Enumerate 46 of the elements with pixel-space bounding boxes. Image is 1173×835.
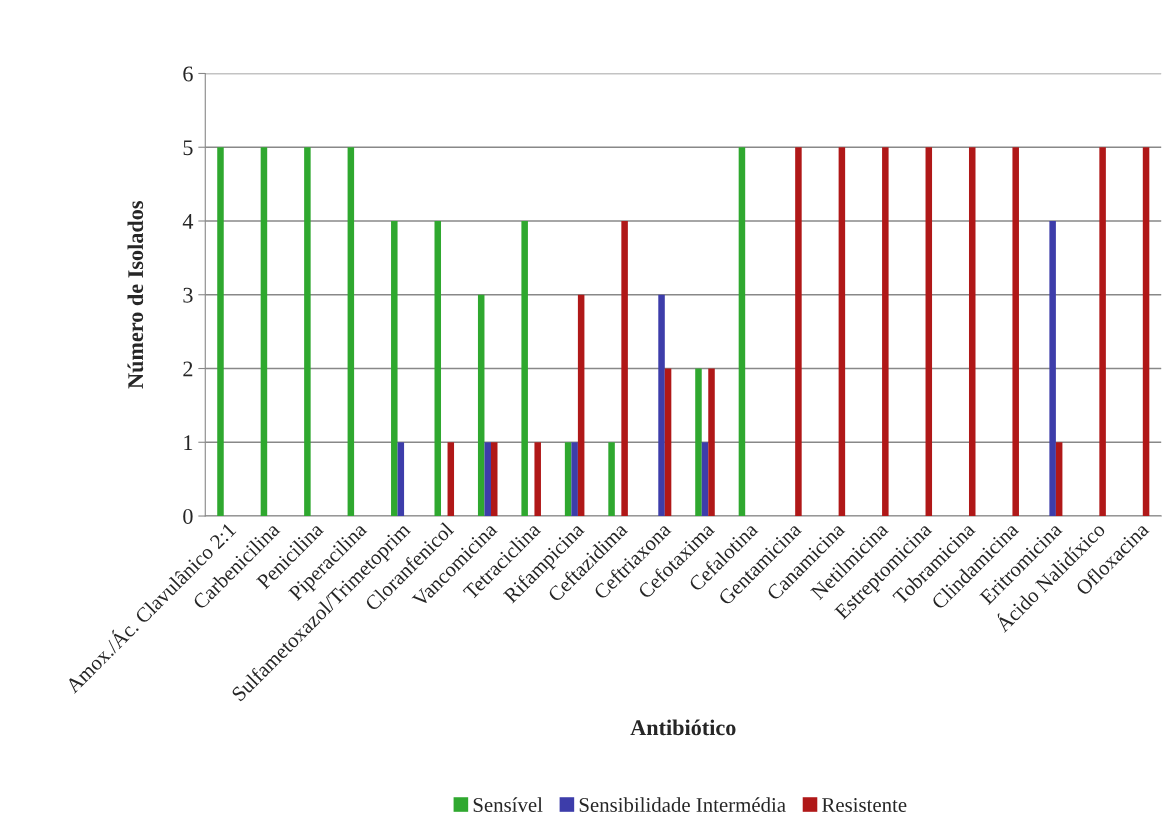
legend-label: Sensível [473,797,543,813]
bar [658,294,665,517]
bar [484,442,491,517]
bar [968,147,976,517]
bar [838,147,846,517]
legend-label: Resistente [822,798,907,813]
bar [260,147,268,517]
x-axis-title: Antibiótico [630,719,736,736]
bar [738,147,746,517]
legend-label: Sensibilidade Intermédia [579,797,786,813]
y-tick-label: 1 [184,435,193,450]
bar [304,147,311,517]
bar [347,147,355,517]
bar [434,221,442,517]
bar [577,294,585,517]
bar [664,368,672,517]
y-tick-label: 0 [183,508,193,524]
bar [397,442,405,517]
y-tick-label: 2 [183,361,193,377]
bar [695,368,702,517]
bar [708,368,715,517]
bar [621,221,628,517]
bar [882,147,889,517]
bar [447,442,455,517]
bar [490,442,498,517]
y-tick-label: 4 [182,214,194,229]
bar [1012,147,1019,517]
y-axis-title: Número de Isolados [127,201,144,389]
y-tick-label: 3 [183,287,193,303]
bar [217,147,224,517]
bar [925,147,933,517]
bar [1099,147,1106,517]
bar [795,147,802,517]
bar [571,442,578,517]
bar [477,294,485,517]
bar [1049,221,1056,517]
bar [391,221,398,517]
bar [1142,147,1150,517]
bar [701,442,709,517]
bar [1055,442,1063,517]
bar [534,442,541,517]
bar [521,221,528,517]
bar [564,442,572,517]
bar [608,442,615,517]
y-tick-label: 5 [183,140,193,156]
y-tick-label: 6 [183,66,193,82]
